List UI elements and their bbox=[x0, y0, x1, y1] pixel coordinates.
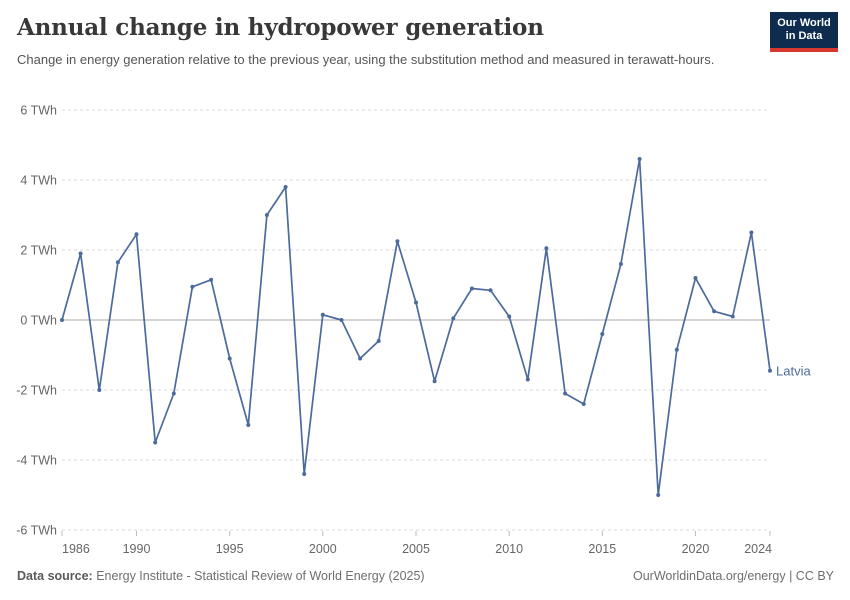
data-point bbox=[712, 309, 717, 314]
data-point bbox=[60, 318, 64, 322]
data-point bbox=[544, 246, 549, 251]
y-tick-label: 4 TWh bbox=[20, 174, 57, 188]
data-point bbox=[320, 312, 325, 317]
y-tick-label: 6 TWh bbox=[20, 104, 57, 118]
data-point bbox=[525, 377, 530, 382]
data-point bbox=[414, 300, 418, 305]
data-point bbox=[730, 314, 735, 319]
y-axis-labels: 6 TWh 4 TWh 2 TWh 0 TWh -2 TWh -4 TWh -6 TWh bbox=[16, 104, 57, 538]
data-point bbox=[637, 157, 642, 161]
x-tick-label: 2005 bbox=[402, 542, 430, 556]
chart-subtitle: Change in energy generation relative to … bbox=[17, 52, 715, 67]
data-point bbox=[488, 288, 493, 293]
data-source-line: Data source: Energy Institute - Statisti… bbox=[17, 569, 425, 583]
x-tick-label: 1990 bbox=[123, 542, 151, 556]
data-source-label: Data source: bbox=[17, 569, 93, 583]
x-tick-label: 2015 bbox=[588, 542, 616, 556]
data-point bbox=[674, 347, 679, 352]
data-point bbox=[302, 472, 307, 476]
data-point bbox=[768, 368, 772, 373]
data-point bbox=[451, 316, 456, 321]
data-point bbox=[339, 318, 344, 322]
data-point bbox=[693, 276, 698, 280]
data-point bbox=[749, 230, 754, 235]
series-group bbox=[60, 157, 772, 497]
data-point bbox=[395, 239, 400, 244]
data-point bbox=[209, 277, 214, 282]
data-point bbox=[190, 284, 195, 289]
data-point bbox=[115, 260, 120, 265]
y-tick-label: -6 TWh bbox=[16, 524, 57, 538]
x-tick-label: 2020 bbox=[682, 542, 710, 556]
data-point bbox=[283, 185, 288, 189]
logo-line1: Our World bbox=[777, 17, 831, 29]
data-point bbox=[618, 262, 623, 266]
line-series bbox=[61, 158, 771, 496]
owid-logo: Our World in Data bbox=[770, 12, 838, 52]
x-axis-labels: 1986 1990 1995 2000 2005 2010 2015 2020 2024 bbox=[62, 542, 772, 556]
x-tick-label: 2024 bbox=[744, 542, 772, 556]
data-point bbox=[469, 286, 474, 291]
data-point bbox=[376, 339, 381, 343]
data-point bbox=[507, 314, 512, 319]
data-point bbox=[78, 251, 83, 256]
logo-line2: in Data bbox=[785, 30, 823, 42]
y-tick-label: -4 TWh bbox=[16, 454, 57, 468]
data-point bbox=[264, 213, 269, 217]
x-tick-label: 1986 bbox=[62, 542, 90, 556]
data-source-text: Energy Institute - Statistical Review of… bbox=[92, 569, 425, 583]
data-point bbox=[153, 440, 158, 445]
data-point bbox=[97, 388, 102, 392]
data-point bbox=[227, 356, 232, 361]
gridlines-group bbox=[62, 109, 770, 531]
x-tick-label: 2000 bbox=[309, 542, 337, 556]
entity-label: Latvia bbox=[776, 363, 811, 378]
data-point bbox=[656, 493, 661, 497]
page-title: Annual change in hydropower generation bbox=[17, 14, 544, 41]
x-axis-ticks bbox=[61, 531, 771, 536]
data-point bbox=[171, 391, 176, 396]
y-tick-label: -2 TWh bbox=[16, 384, 57, 398]
data-point bbox=[246, 423, 251, 427]
data-point bbox=[563, 391, 568, 396]
data-point bbox=[581, 402, 586, 406]
attribution-text[interactable]: OurWorldinData.org/energy | CC BY bbox=[632, 569, 834, 583]
x-tick-label: 1995 bbox=[216, 542, 244, 556]
y-tick-label: 0 TWh bbox=[20, 314, 57, 328]
data-point bbox=[432, 379, 437, 384]
data-point bbox=[600, 332, 605, 336]
y-tick-label: 2 TWh bbox=[20, 244, 57, 258]
data-point bbox=[358, 356, 363, 361]
data-point bbox=[134, 232, 139, 237]
x-tick-label: 2010 bbox=[495, 542, 523, 556]
